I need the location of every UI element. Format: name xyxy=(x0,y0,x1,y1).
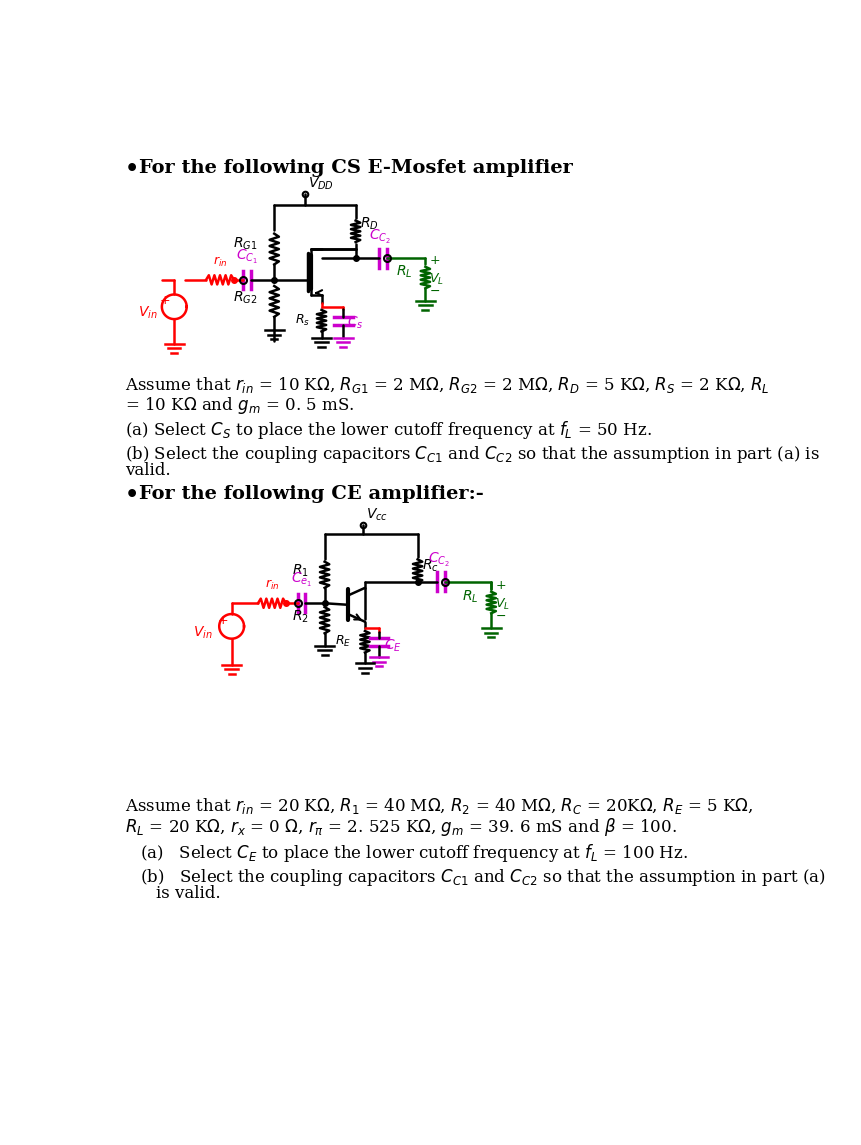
Text: $R_L$: $R_L$ xyxy=(462,589,479,606)
Text: $R_E$: $R_E$ xyxy=(335,634,351,649)
Text: $V_L$: $V_L$ xyxy=(495,598,510,613)
Text: $+$: $+$ xyxy=(430,254,441,267)
Text: $V_{in}$: $V_{in}$ xyxy=(138,305,158,321)
Text: •: • xyxy=(125,485,139,505)
Text: $C_{e_1}$: $C_{e_1}$ xyxy=(291,571,312,590)
Text: $V_L$: $V_L$ xyxy=(430,273,444,287)
Text: $R_{G2}$: $R_{G2}$ xyxy=(232,290,257,306)
Text: $R_1$: $R_1$ xyxy=(292,562,309,579)
Text: Assume that $\mathit{r_{in}}$ = 10 K$\Omega$, $R_{G1}$ = 2 M$\Omega$, $R_{G2}$ =: Assume that $\mathit{r_{in}}$ = 10 K$\Om… xyxy=(125,374,770,395)
Text: $+$: $+$ xyxy=(217,614,228,626)
Text: $C_s$: $C_s$ xyxy=(347,315,363,331)
Text: Assume that $\mathit{r_{in}}$ = 20 K$\Omega$, $R_1$ = 40 M$\Omega$, $R_2$ = 40 M: Assume that $\mathit{r_{in}}$ = 20 K$\Om… xyxy=(125,796,753,815)
Text: $V_{cc}$: $V_{cc}$ xyxy=(367,507,388,523)
Text: $r_{in}$: $r_{in}$ xyxy=(264,578,279,592)
Text: (a)   Select $\mathit{C_E}$ to place the lower cutoff frequency at $\mathit{f_L}: (a) Select $\mathit{C_E}$ to place the l… xyxy=(140,842,688,864)
Text: $R_{G1}$: $R_{G1}$ xyxy=(232,236,257,252)
Text: $R_D$: $R_D$ xyxy=(360,215,378,231)
Text: valid.: valid. xyxy=(125,463,170,480)
Text: $R_L$ = 20 K$\Omega$, $r_x$ = 0 $\Omega$, $r_{\pi}$ = 2. 525 K$\Omega$, $g_m$ = : $R_L$ = 20 K$\Omega$, $r_x$ = 0 $\Omega$… xyxy=(125,815,677,838)
Text: For the following CE amplifier:-: For the following CE amplifier:- xyxy=(139,485,483,504)
Text: is valid.: is valid. xyxy=(156,885,220,902)
Text: $R_s$: $R_s$ xyxy=(294,313,310,329)
Text: $V_{in}$: $V_{in}$ xyxy=(194,624,213,641)
Text: $C_E$: $C_E$ xyxy=(383,638,401,654)
Text: (a) Select $\mathit{C_S}$ to place the lower cutoff frequency at $\mathit{f_L}$ : (a) Select $\mathit{C_S}$ to place the l… xyxy=(125,419,652,441)
Text: $R_c$: $R_c$ xyxy=(422,558,438,574)
Text: = 10 K$\Omega$ and $g_m$ = 0. 5 mS.: = 10 K$\Omega$ and $g_m$ = 0. 5 mS. xyxy=(125,395,354,416)
Text: For the following CS E-Mosfet amplifier: For the following CS E-Mosfet amplifier xyxy=(139,159,573,177)
Text: (b) Select the coupling capacitors $\mathit{C_{C1}}$ and $\mathit{C_{C2}}$ so th: (b) Select the coupling capacitors $\mat… xyxy=(125,444,820,465)
Text: $+$: $+$ xyxy=(159,294,170,307)
Text: $+$: $+$ xyxy=(495,579,506,592)
Text: •: • xyxy=(125,159,139,179)
Text: (b)   Select the coupling capacitors $\mathit{C_{C1}}$ and $\mathit{C_{C2}}$ so : (b) Select the coupling capacitors $\mat… xyxy=(140,867,826,887)
Text: $R_L$: $R_L$ xyxy=(397,264,413,281)
Text: $C_{C_2}$: $C_{C_2}$ xyxy=(428,551,449,569)
Text: $R_2$: $R_2$ xyxy=(292,609,309,625)
Text: $r_{in}$: $r_{in}$ xyxy=(213,255,227,269)
Text: $C_{C_1}$: $C_{C_1}$ xyxy=(236,248,258,266)
Text: $C_{C_2}$: $C_{C_2}$ xyxy=(369,228,392,246)
Text: $V_{DD}$: $V_{DD}$ xyxy=(308,175,334,192)
Text: $-$: $-$ xyxy=(495,609,506,622)
Text: $-$: $-$ xyxy=(430,284,440,298)
